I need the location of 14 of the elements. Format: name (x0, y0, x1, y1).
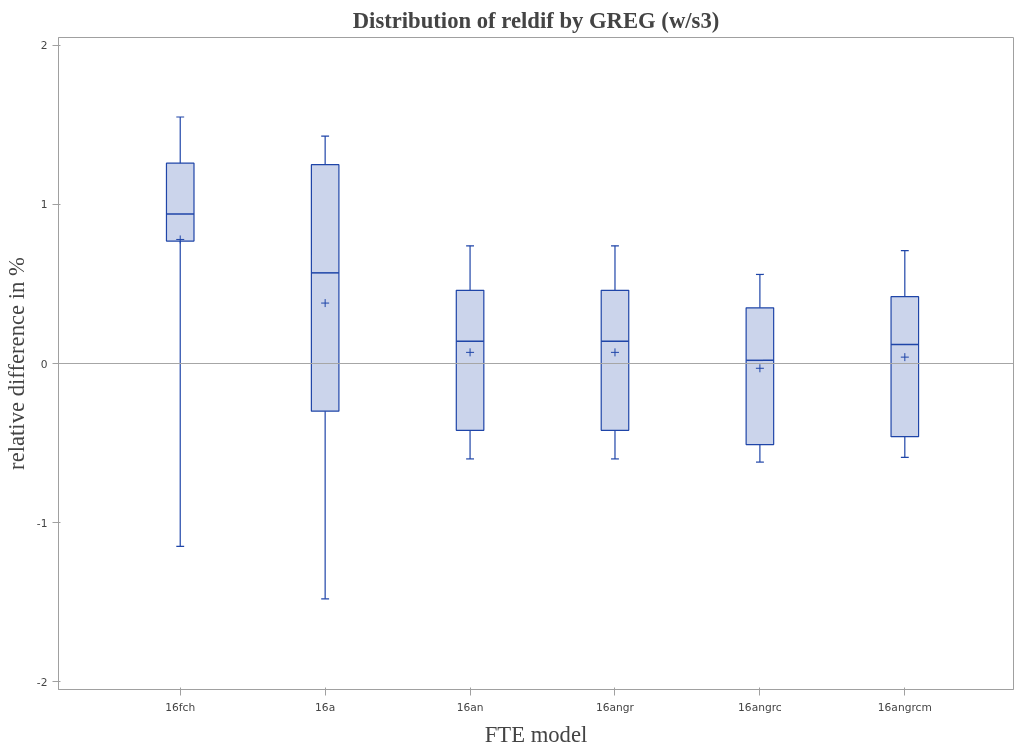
x-tick-label: 16an (456, 700, 484, 714)
y-tick-label: 2 (40, 39, 48, 53)
y-axis-title: relative difference in % (3, 256, 29, 470)
y-tick-label: 0 (40, 357, 48, 371)
x-tick-label: 16angrcm (877, 700, 932, 714)
x-axis-title: FTE model (484, 721, 588, 747)
x-tick-label: 16a (315, 700, 336, 714)
y-tick-label: -2 (36, 675, 48, 689)
x-tick-label: 16angr (595, 700, 635, 714)
y-tick-label: 1 (40, 198, 48, 212)
y-tick-label: -1 (36, 516, 48, 530)
x-tick-label: 16angrc (738, 700, 782, 714)
chart-title: Distribution of reldif by GREG (w/s3) (352, 7, 720, 33)
x-tick-label: 16fch (165, 700, 196, 714)
